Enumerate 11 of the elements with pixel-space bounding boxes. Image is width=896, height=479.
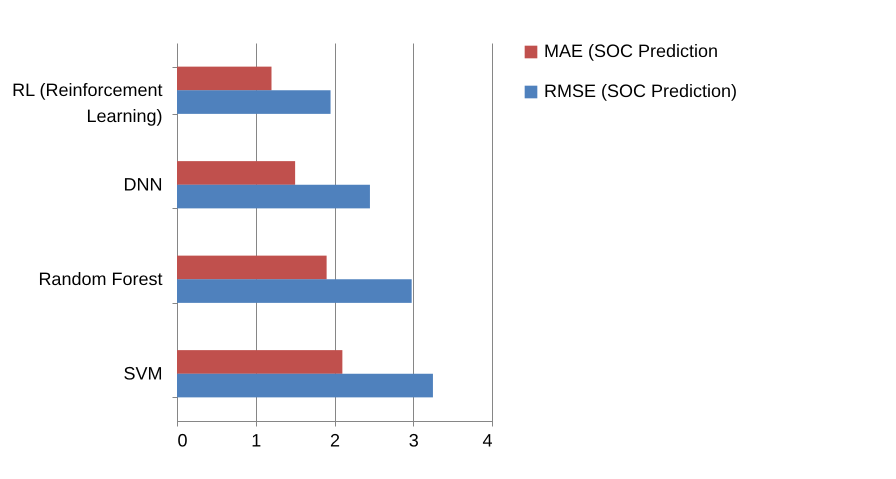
x-tick-label: 1 (251, 430, 262, 450)
y-tick-label: RL (Reinforcement Learning) (12, 80, 162, 126)
x-tick-label: 4 (482, 430, 492, 450)
legend-label: RMSE (SOC Prediction) (544, 81, 738, 101)
x-tick-label: 0 (178, 430, 188, 450)
y-tick-label: DNN (124, 174, 162, 194)
legend-label: MAE (SOC Prediction (544, 41, 718, 61)
x-tick-label: 3 (408, 430, 419, 450)
y-tick-label: SVM (123, 363, 162, 384)
y-tick-label: Random Forest (38, 268, 162, 289)
x-tick-label: 2 (330, 430, 340, 450)
